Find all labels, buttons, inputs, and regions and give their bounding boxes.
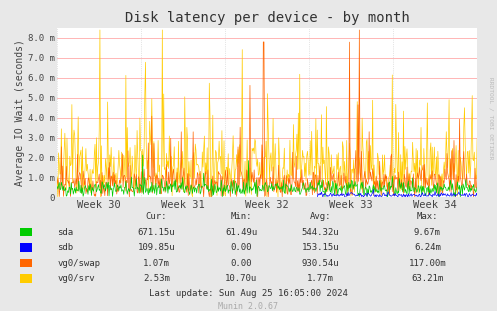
Text: 0.00: 0.00 <box>230 243 252 252</box>
Text: 10.70u: 10.70u <box>225 274 257 283</box>
Text: Max:: Max: <box>416 212 438 221</box>
Text: vg0/swap: vg0/swap <box>57 259 100 267</box>
Text: 153.15u: 153.15u <box>302 243 339 252</box>
Text: 61.49u: 61.49u <box>225 228 257 236</box>
Text: sda: sda <box>57 228 73 236</box>
Text: Munin 2.0.67: Munin 2.0.67 <box>219 301 278 310</box>
Text: 63.21m: 63.21m <box>412 274 443 283</box>
Text: sdb: sdb <box>57 243 73 252</box>
Y-axis label: Average IO Wait (seconds): Average IO Wait (seconds) <box>15 39 25 186</box>
Text: Min:: Min: <box>230 212 252 221</box>
Text: 9.67m: 9.67m <box>414 228 441 236</box>
Text: 544.32u: 544.32u <box>302 228 339 236</box>
Text: 930.54u: 930.54u <box>302 259 339 267</box>
Text: 1.77m: 1.77m <box>307 274 334 283</box>
Text: Cur:: Cur: <box>146 212 167 221</box>
Text: vg0/srv: vg0/srv <box>57 274 95 283</box>
Title: Disk latency per device - by month: Disk latency per device - by month <box>125 12 410 26</box>
Text: 671.15u: 671.15u <box>138 228 175 236</box>
Text: Last update: Sun Aug 25 16:05:00 2024: Last update: Sun Aug 25 16:05:00 2024 <box>149 289 348 298</box>
Text: 2.53m: 2.53m <box>143 274 170 283</box>
Text: 6.24m: 6.24m <box>414 243 441 252</box>
Text: 109.85u: 109.85u <box>138 243 175 252</box>
Text: 117.00m: 117.00m <box>409 259 446 267</box>
Text: RRDTOOL / TOBI OETIKER: RRDTOOL / TOBI OETIKER <box>489 77 494 160</box>
Text: 1.07m: 1.07m <box>143 259 170 267</box>
Text: 0.00: 0.00 <box>230 259 252 267</box>
Text: Avg:: Avg: <box>310 212 331 221</box>
